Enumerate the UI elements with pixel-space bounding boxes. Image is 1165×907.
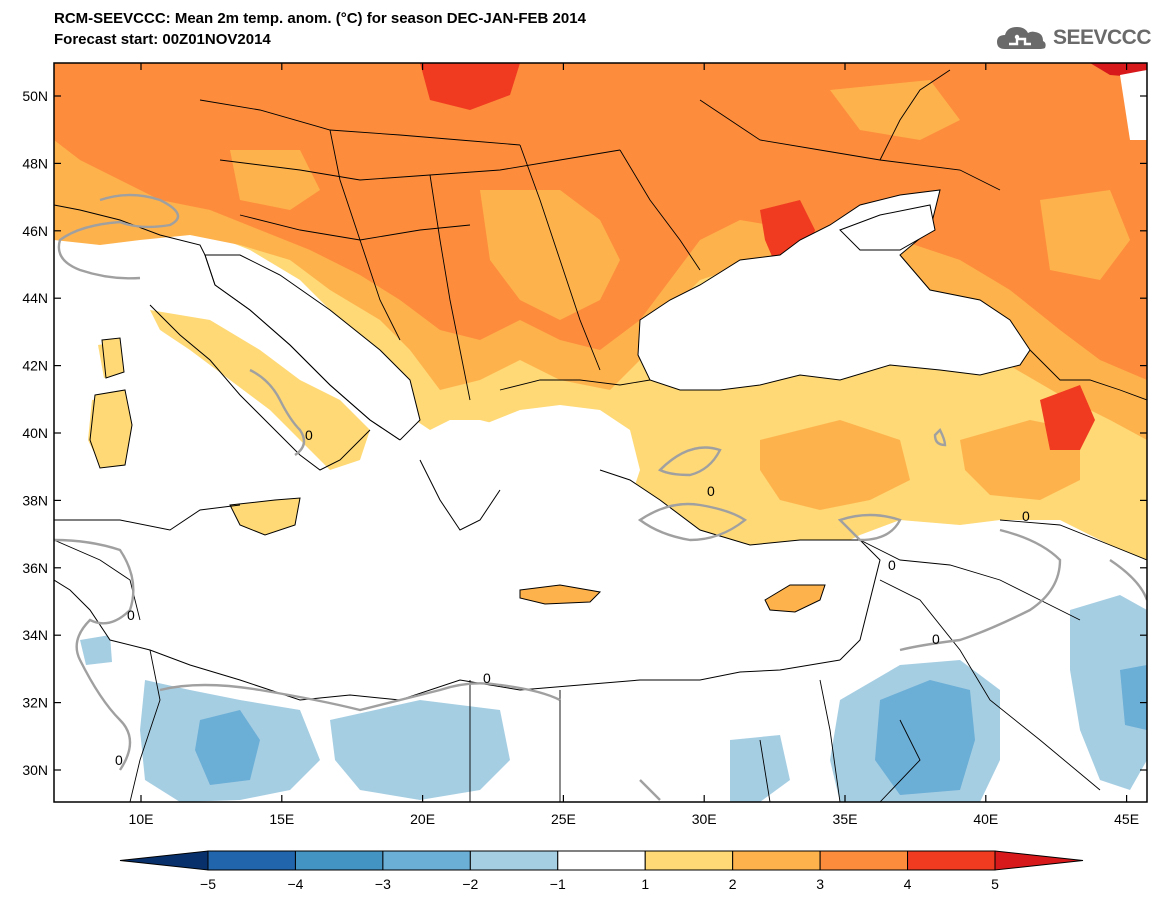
contour-label: 0: [305, 427, 313, 443]
colorbar-box: [819, 850, 909, 871]
colorbar-label: 4: [904, 876, 912, 892]
colorbar: −5 −4 −3 −2 −1 1 2 3 4 5: [119, 850, 1084, 892]
lat-tick-label: 30N: [22, 762, 48, 778]
contour-label: 0: [115, 752, 123, 768]
anomaly-area-4to5: [420, 63, 520, 110]
contour-label: 0: [1022, 508, 1030, 524]
colorbar-label: −1: [550, 876, 566, 892]
colorbar-box: [382, 850, 471, 871]
black-sea: [637, 189, 1031, 391]
colorbar-box: [294, 850, 384, 871]
longitude-axis: 10E 15E 20E 25E 30E 35E 40E 45E: [129, 63, 1139, 827]
zero-contours: [54, 193, 1147, 801]
lon-tick-label: 25E: [551, 811, 576, 827]
crete-island: [519, 584, 602, 605]
sicily-island: [229, 497, 301, 536]
contour-label: 0: [483, 670, 491, 686]
aegean-sea: [470, 405, 640, 540]
lat-tick-label: 50N: [22, 88, 48, 104]
lat-tick-label: 44N: [22, 290, 48, 306]
lat-tick-label: 34N: [22, 627, 48, 643]
lon-tick-label: 20E: [410, 811, 435, 827]
colorbar-label: 3: [816, 876, 824, 892]
logo-text: SEEVCCC: [1052, 26, 1152, 49]
colorbar-box: [557, 850, 646, 871]
latitude-axis: 50N 48N 46N 44N 42N 40N 38N 36N 34N 32N 30N: [22, 88, 1147, 778]
country-borders: [54, 69, 1147, 802]
anomaly-map: 0 0 0 0 0 0 0 0: [54, 63, 1147, 802]
colorbar-label: −5: [200, 876, 216, 892]
contour-label: 0: [127, 607, 135, 623]
colorbar-label: 5: [991, 876, 999, 892]
colorbar-label: 2: [729, 876, 737, 892]
colorbar-box: [732, 850, 821, 871]
lat-tick-label: 40N: [22, 425, 48, 441]
colorbar-box: [207, 850, 296, 871]
lat-tick-label: 32N: [22, 695, 48, 711]
colorbar-box: [644, 850, 734, 871]
contour-labels: 0 0 0 0 0 0 0 0: [115, 427, 1030, 768]
lon-tick-label: 30E: [692, 811, 717, 827]
lat-tick-label: 48N: [22, 155, 48, 171]
lat-tick-label: 38N: [22, 492, 48, 508]
contour-label: 0: [888, 557, 896, 573]
colorbar-box: [907, 850, 996, 871]
map-title: RCM-SEEVCCC: Mean 2m temp. anom. (°C) fo…: [54, 10, 586, 27]
lat-tick-label: 42N: [22, 358, 48, 374]
cyprus-island: [764, 584, 826, 613]
colorbar-high-end: [994, 850, 1084, 871]
lat-tick-label: 46N: [22, 223, 48, 239]
lon-tick-label: 15E: [269, 811, 294, 827]
cloud-icon: [996, 27, 1046, 49]
colorbar-label: −4: [287, 876, 303, 892]
contour-label: 0: [932, 631, 940, 647]
lon-tick-label: 10E: [129, 811, 154, 827]
sardinia-island: [89, 389, 133, 469]
forecast-start-label: Forecast start: 00Z01NOV2014: [54, 31, 271, 48]
seevccc-logo: SEEVCCC: [995, 20, 1152, 56]
corsica-island: [101, 337, 125, 379]
colorbar-low-end: [119, 850, 209, 871]
colorbar-label: −2: [462, 876, 478, 892]
lon-tick-label: 40E: [973, 811, 998, 827]
lon-tick-label: 45E: [1114, 811, 1139, 827]
lat-tick-label: 36N: [22, 560, 48, 576]
contour-label: 0: [707, 483, 715, 499]
colorbar-label: −3: [375, 876, 391, 892]
lon-tick-label: 35E: [833, 811, 858, 827]
colorbar-box: [469, 850, 559, 871]
colorbar-label: 1: [641, 876, 649, 892]
